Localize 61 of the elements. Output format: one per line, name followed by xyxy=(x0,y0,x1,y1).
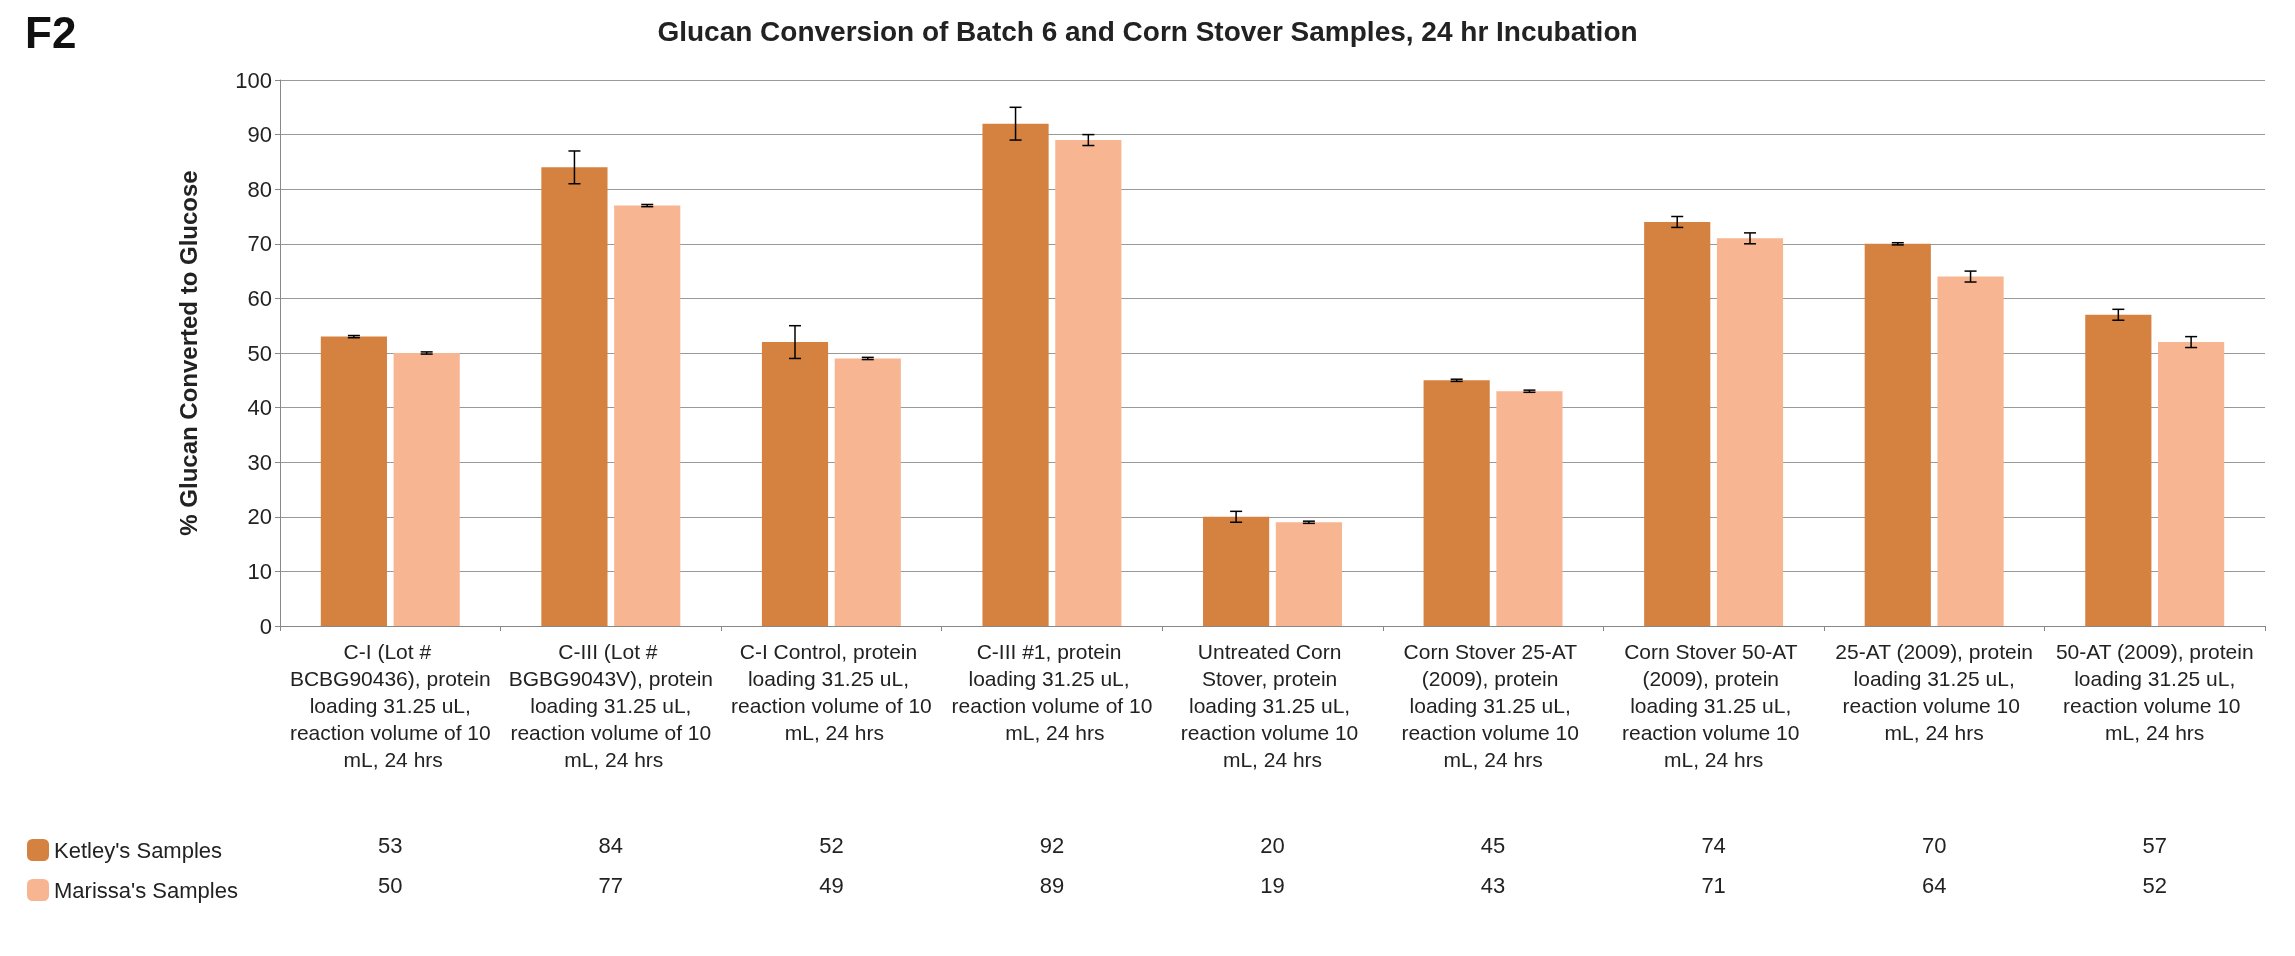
y-tick-label: 40 xyxy=(247,395,272,421)
data-label: 45 xyxy=(1480,832,1506,858)
data-label: 49 xyxy=(819,872,844,898)
y-tick-label: 70 xyxy=(247,231,272,257)
bar xyxy=(834,358,901,626)
bar xyxy=(2158,342,2225,626)
data-label: 20 xyxy=(1260,832,1285,858)
data-label: 77 xyxy=(598,872,624,898)
bar xyxy=(1423,380,1490,626)
bar xyxy=(320,336,387,626)
y-tick-label: 80 xyxy=(247,176,272,202)
y-tick-label: 90 xyxy=(247,122,272,148)
x-tick-label: 25-AT (2009), protein loading 31.25 uL, reaction volume 10 mL, 24 hrs xyxy=(1835,640,2033,744)
data-label: 71 xyxy=(1701,872,1726,898)
text: F2 xyxy=(25,7,77,57)
bar xyxy=(1055,140,1122,626)
data-label: 43 xyxy=(1480,872,1506,898)
bar xyxy=(1203,516,1270,626)
x-tick-label: C-I Control, protein loading 31.25 uL, reaction volume of 10 mL, 24 hrs xyxy=(730,640,932,744)
bar xyxy=(1275,522,1342,626)
data-label: 52 xyxy=(2142,872,2167,898)
x-tick-label: Corn Stover 50-AT (2009), protein loading 31.25 uL, reaction volume 10 mL, 24 hrs xyxy=(1621,640,1806,771)
data-label: 92 xyxy=(1039,832,1065,858)
x-tick-label: Corn Stover 25-AT (2009), protein loading 31.25 uL, reaction volume 10 mL, 24 hrs xyxy=(1401,640,1585,771)
bar xyxy=(982,123,1049,626)
bar xyxy=(2085,314,2152,626)
data-label: 64 xyxy=(1921,872,1947,898)
x-tick-label: Untreated Corn Stover, protein loading 31.25 uL, reaction volume 10 mL, 24 hrs xyxy=(1180,640,1365,771)
data-label: 89 xyxy=(1039,872,1065,898)
x-tick-label: C-I (Lot # BCBG90436), protein loading 31.25 uL, reaction volume of 10 mL, 24 hrs xyxy=(289,640,491,771)
data-label: 70 xyxy=(1921,832,1947,858)
legend-label: Ketley's Samples xyxy=(54,837,223,863)
y-tick-label: 60 xyxy=(247,285,272,311)
bar xyxy=(761,342,829,626)
data-label: 50 xyxy=(378,872,403,898)
data-label: 84 xyxy=(598,832,624,858)
bar xyxy=(1864,243,1931,626)
bar xyxy=(1644,221,1711,626)
bar xyxy=(393,353,460,626)
x-tick-label: 50-AT (2009), protein loading 31.25 uL, reaction volume 10 mL, 24 hrs xyxy=(2055,640,2254,744)
data-label: 57 xyxy=(2142,832,2167,858)
y-tick-label: 50 xyxy=(247,340,272,366)
y-tick-label: 10 xyxy=(247,558,272,584)
x-tick-label: C-III #1, protein loading 31.25 uL, reaction volume of 10 mL, 24 hrs xyxy=(951,640,1153,744)
data-label: 52 xyxy=(819,832,844,858)
y-tick-label: 20 xyxy=(247,504,272,530)
y-axis-title: % Glucan Converted to Glucose xyxy=(174,170,202,536)
bar xyxy=(1937,276,2004,626)
legend-label: Marissa's Samples xyxy=(54,877,238,903)
data-label: 74 xyxy=(1701,832,1726,858)
y-tick-label: 0 xyxy=(259,613,272,639)
y-tick-label: 30 xyxy=(247,449,272,475)
bar xyxy=(541,167,608,626)
x-tick-label: C-III (Lot # BGBG9043V), protein loading 31.25 uL, reaction volume of 10 mL, 24 hrs xyxy=(508,640,713,771)
y-tick-label: 100 xyxy=(235,67,272,93)
bar xyxy=(614,205,681,626)
chart-title: Glucan Conversion of Batch 6 and Corn Stover Samples, 24 hr Incubation xyxy=(657,15,1638,47)
data-label: 53 xyxy=(378,832,403,858)
bar xyxy=(1716,238,1784,626)
data-label: 19 xyxy=(1260,872,1285,898)
bar xyxy=(1496,391,1563,626)
